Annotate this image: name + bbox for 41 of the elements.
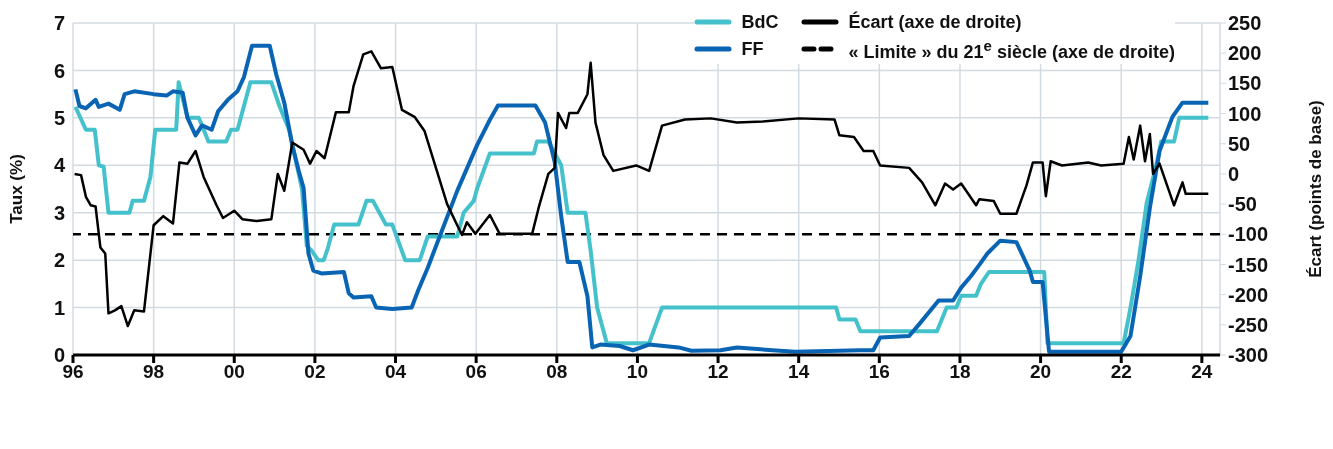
legend-label: FF <box>741 38 764 61</box>
x-tick-label: 16 <box>868 361 890 383</box>
x-tick-label: 98 <box>143 361 165 383</box>
x-tick-label: 14 <box>788 361 810 383</box>
y2-tick-label: -100 <box>1228 223 1269 246</box>
x-tick-label: 08 <box>546 361 568 383</box>
y-axis-title: Taux (%) <box>7 154 27 224</box>
y-tick-label: 5 <box>53 106 65 129</box>
x-tick-label: 02 <box>304 361 326 383</box>
y2-tick-label: 250 <box>1228 12 1262 35</box>
x-tick-label: 00 <box>223 361 245 383</box>
x-tick-label: 18 <box>949 361 971 383</box>
y-tick-label: 3 <box>53 201 65 224</box>
y-tick-label: 4 <box>53 154 66 177</box>
y2-tick-label: -250 <box>1228 313 1269 336</box>
y2-tick-label: -150 <box>1228 253 1269 276</box>
x-tick-label: 06 <box>465 361 487 383</box>
y2-axis-title: Écart (points de base) <box>1306 100 1326 278</box>
x-tick-label: 96 <box>62 361 84 383</box>
x-tick-label: 04 <box>384 361 407 383</box>
y2-tick-label: 0 <box>1228 163 1240 186</box>
x-tick-label: 12 <box>707 361 729 383</box>
y2-tick-label: -300 <box>1228 344 1269 367</box>
y2-tick-label: 100 <box>1228 102 1262 125</box>
y-tick-label: 7 <box>53 12 65 35</box>
legend-label: BdC <box>741 11 779 34</box>
y2-tick-label: 50 <box>1228 132 1251 155</box>
y-tick-label: 1 <box>53 296 65 319</box>
y-tick-label: 6 <box>53 59 65 82</box>
y2-tick-label: 150 <box>1228 72 1262 95</box>
legend-label: « Limite » du 21$^{e}$ siècle (axe de droite) <box>848 36 1175 64</box>
legend-label: Écart (axe de droite) <box>848 10 1022 34</box>
x-tick-label: 10 <box>626 361 648 383</box>
y-tick-label: 2 <box>53 249 65 272</box>
y2-tick-label: -50 <box>1228 193 1257 216</box>
x-tick-label: 24 <box>1191 361 1213 383</box>
x-tick-label: 22 <box>1110 361 1132 383</box>
y-tick-label: 0 <box>53 344 65 367</box>
y2-tick-label: 200 <box>1228 42 1262 65</box>
x-tick-label: 20 <box>1030 361 1052 383</box>
y2-tick-label: -200 <box>1228 283 1269 306</box>
